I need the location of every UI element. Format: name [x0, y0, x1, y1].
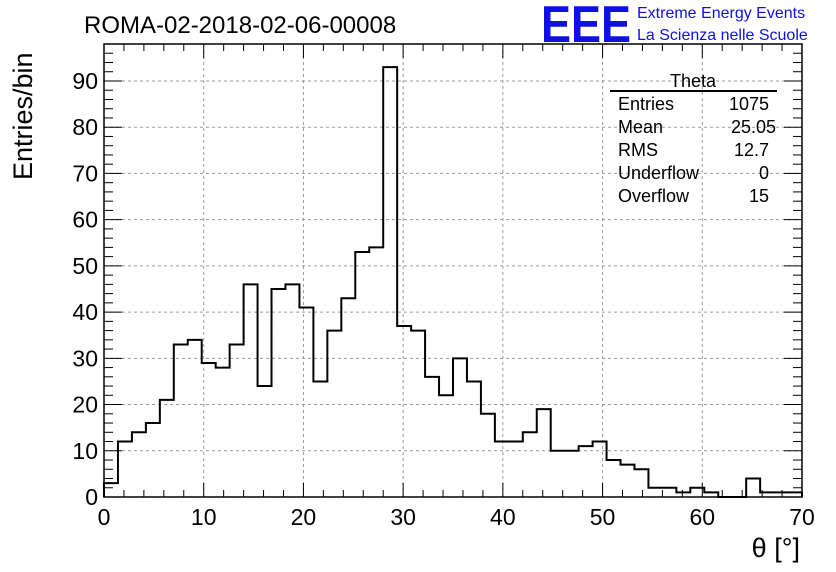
histogram-bin — [160, 400, 174, 497]
x-axis-label: θ [°] — [752, 533, 800, 563]
axes: 0 10 20 30 40 50 60 70 0 10 20 30 40 50 60 70 80 90 — [72, 43, 815, 530]
y-tick-label: 0 — [85, 484, 98, 510]
histogram-bin — [662, 488, 676, 497]
logo-line-2: La Scienza nelle Scuole — [637, 27, 808, 44]
histogram-bin — [607, 460, 621, 497]
x-tick-label: 0 — [98, 504, 111, 530]
histogram-bin — [146, 423, 160, 497]
histogram-bin — [369, 247, 383, 497]
histogram-bin — [634, 469, 648, 497]
stats-label-overflow: Overflow — [618, 186, 690, 206]
histogram-bin — [174, 344, 188, 497]
histogram-bin — [244, 284, 258, 497]
y-tick-label: 80 — [72, 114, 98, 140]
histogram-bin — [355, 252, 369, 497]
y-tick-label: 60 — [72, 207, 98, 233]
stats-title: Theta — [670, 71, 717, 91]
y-tick-label: 10 — [72, 438, 98, 464]
histogram-bin — [202, 363, 216, 497]
histogram-bin — [132, 432, 146, 497]
y-axis-label: Entries/bin — [8, 52, 38, 180]
stats-label-mean: Mean — [618, 117, 663, 137]
histogram-bin — [467, 381, 481, 497]
histogram-bin — [118, 442, 132, 497]
chart-title: ROMA-02-2018-02-06-00008 — [84, 12, 396, 39]
x-tick-label: 60 — [689, 504, 715, 530]
histogram-bin — [272, 289, 286, 497]
stats-value-underflow: 0 — [759, 163, 769, 183]
histogram-bin — [509, 442, 523, 497]
stats-value-mean: 25.05 — [731, 117, 776, 137]
histogram-bin — [453, 358, 467, 497]
histogram-bin — [439, 395, 453, 497]
histogram-bin — [397, 326, 411, 497]
histogram-bin — [230, 344, 244, 497]
histogram-outline — [103, 66, 803, 498]
histogram-bin — [216, 368, 230, 497]
histogram-bin — [188, 340, 202, 497]
histogram-bin — [579, 446, 593, 497]
stats-label-entries: Entries — [618, 94, 674, 114]
histogram-bin — [327, 331, 341, 497]
histogram-bin — [746, 479, 760, 497]
histogram-bin — [495, 442, 509, 497]
y-tick-label: 20 — [72, 392, 98, 418]
y-tick-label: 90 — [72, 68, 98, 94]
stats-value-entries: 1075 — [729, 94, 769, 114]
y-tick-label: 40 — [72, 299, 98, 325]
histogram-bin — [313, 381, 327, 497]
plot-frame — [103, 43, 803, 498]
y-tick-label: 50 — [72, 253, 98, 279]
x-tick-label: 10 — [191, 504, 217, 530]
histogram-bin — [258, 386, 272, 497]
x-tick-label: 20 — [291, 504, 317, 530]
x-tick-label: 40 — [490, 504, 516, 530]
histogram-bin — [411, 331, 425, 497]
histogram-bin — [523, 432, 537, 497]
histogram-bin — [537, 409, 551, 497]
histogram-bin — [104, 483, 118, 497]
histogram-bin — [383, 67, 397, 497]
x-tick-label: 30 — [390, 504, 416, 530]
stats-value-overflow: 15 — [749, 186, 769, 206]
x-tick-label: 70 — [789, 504, 815, 530]
histogram-bin — [593, 442, 607, 497]
logo-mark: EEE — [541, 0, 631, 54]
stats-label-underflow: Underflow — [618, 163, 700, 183]
histogram-bin — [341, 298, 355, 497]
histogram-bin — [299, 307, 313, 497]
histogram-bin — [481, 414, 495, 497]
histogram-series — [103, 66, 803, 498]
grid — [104, 44, 802, 497]
histogram-bin — [648, 488, 662, 497]
stats-label-rms: RMS — [618, 140, 658, 160]
histogram-bin — [565, 451, 579, 497]
x-tick-label: 50 — [590, 504, 616, 530]
histogram-bin — [285, 284, 299, 497]
histogram-bin — [425, 377, 439, 497]
y-tick-label: 30 — [72, 345, 98, 371]
logo-line-1: Extreme Energy Events — [637, 5, 805, 22]
y-tick-label: 70 — [72, 160, 98, 186]
eee-logo: EEE Extreme Energy Events La Scienza nel… — [541, 0, 808, 54]
stats-value-rms: 12.7 — [734, 140, 769, 160]
stats-box: Theta Entries 1075 Mean 25.05 RMS 12.7 U… — [610, 71, 777, 206]
